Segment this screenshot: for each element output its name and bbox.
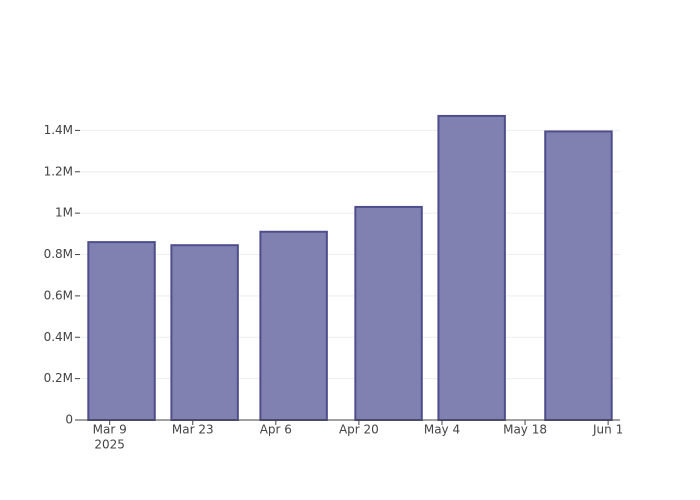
x-year-label: 2025 — [94, 438, 125, 452]
x-tick-label: May 18 — [503, 423, 547, 437]
y-tick-label: 1.4M — [44, 123, 73, 137]
bar — [259, 230, 328, 421]
y-tick-label: 1.2M — [44, 164, 73, 178]
x-tick-label: May 4 — [424, 423, 460, 437]
bar — [170, 244, 239, 421]
x-tick-label: Mar 23 — [172, 423, 214, 437]
bar — [87, 241, 156, 421]
bar — [544, 130, 613, 421]
y-tick-label: 0.8M — [44, 247, 73, 261]
y-tick-label: 0.6M — [44, 288, 73, 302]
y-tick-label: 1M — [55, 206, 73, 220]
y-tick-label: 0.4M — [44, 330, 73, 344]
x-tick-label: Jun 1 — [592, 423, 623, 437]
bar — [354, 205, 423, 421]
x-tick-label: Apr 6 — [260, 423, 292, 437]
y-tick-label: 0 — [65, 413, 73, 427]
bar — [437, 114, 506, 421]
x-tick-label: Mar 9 — [93, 423, 127, 437]
y-tick-label: 0.2M — [44, 371, 73, 385]
x-tick-label: Apr 20 — [339, 423, 379, 437]
